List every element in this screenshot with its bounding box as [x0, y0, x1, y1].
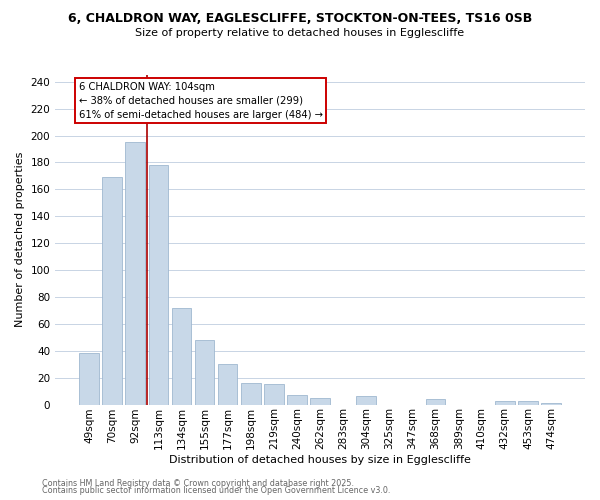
Bar: [356, 396, 376, 404]
Bar: [541, 403, 561, 404]
Text: 6, CHALDRON WAY, EAGLESCLIFFE, STOCKTON-ON-TEES, TS16 0SB: 6, CHALDRON WAY, EAGLESCLIFFE, STOCKTON-…: [68, 12, 532, 26]
Bar: [264, 384, 284, 404]
Text: Contains HM Land Registry data © Crown copyright and database right 2025.: Contains HM Land Registry data © Crown c…: [42, 478, 354, 488]
Bar: [241, 383, 260, 404]
Bar: [172, 308, 191, 404]
Bar: [103, 177, 122, 404]
Bar: [310, 398, 330, 404]
Bar: [149, 165, 168, 404]
Y-axis label: Number of detached properties: Number of detached properties: [15, 152, 25, 328]
Bar: [518, 400, 538, 404]
Text: Size of property relative to detached houses in Egglescliffe: Size of property relative to detached ho…: [136, 28, 464, 38]
X-axis label: Distribution of detached houses by size in Egglescliffe: Distribution of detached houses by size …: [169, 455, 471, 465]
Text: Contains public sector information licensed under the Open Government Licence v3: Contains public sector information licen…: [42, 486, 391, 495]
Bar: [195, 340, 214, 404]
Bar: [495, 400, 515, 404]
Bar: [218, 364, 238, 405]
Bar: [287, 395, 307, 404]
Bar: [426, 399, 445, 404]
Text: 6 CHALDRON WAY: 104sqm
← 38% of detached houses are smaller (299)
61% of semi-de: 6 CHALDRON WAY: 104sqm ← 38% of detached…: [79, 82, 323, 120]
Bar: [125, 142, 145, 404]
Bar: [79, 354, 99, 405]
